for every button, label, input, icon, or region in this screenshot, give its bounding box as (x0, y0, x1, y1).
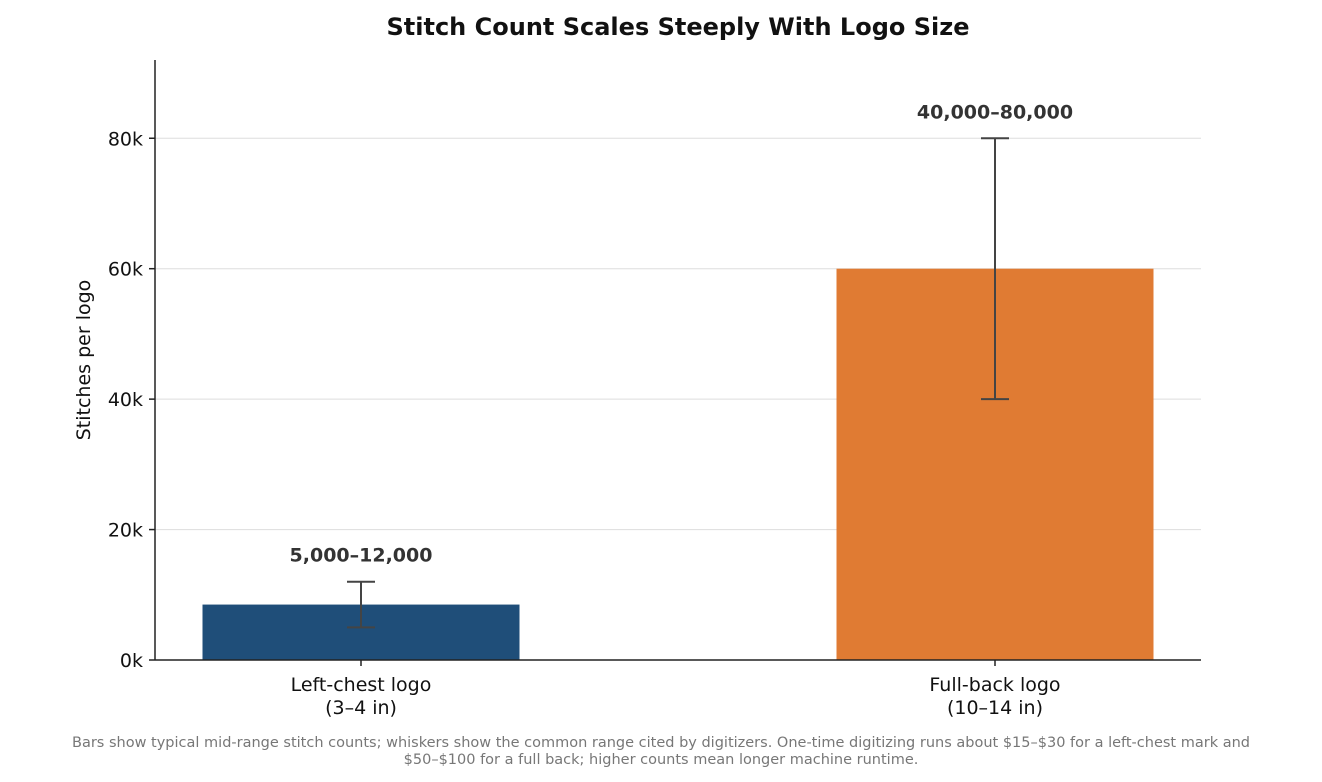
y-tick-label-3: 60k (108, 259, 143, 281)
footnote-line-1: Bars show typical mid-range stitch count… (72, 735, 1250, 751)
x-tick-label-1-line2: (10–14 in) (947, 697, 1043, 719)
axes (154, 60, 1201, 661)
y-tick-label-0: 0k (120, 650, 143, 672)
footnote-line-2: $50–$100 for a full back; higher counts … (404, 752, 919, 768)
error-bars (347, 137, 1009, 629)
y-ticks: 0k 20k 40k 60k 80k (108, 128, 155, 672)
data-labels: 5,000–12,000 40,000–80,000 (290, 101, 1074, 566)
x-tick-label-0-line2: (3–4 in) (325, 697, 397, 719)
chart-title: Stitch Count Scales Steeply With Logo Si… (387, 13, 970, 41)
data-label-0: 5,000–12,000 (290, 545, 433, 567)
bars (202, 268, 1154, 660)
x-ticks: Left-chest logo(3–4 in) Full-back logo(10… (291, 660, 1061, 719)
y-tick-label-1: 20k (108, 520, 143, 542)
data-label-1: 40,000–80,000 (917, 101, 1073, 123)
x-tick-label-0-line1: Left-chest logo (291, 674, 432, 696)
x-tick-label-1-line1: Full-back logo (929, 674, 1060, 696)
y-tick-label-4: 80k (108, 128, 143, 150)
y-tick-label-2: 40k (108, 389, 143, 411)
y-axis-label: Stitches per logo (73, 280, 95, 441)
